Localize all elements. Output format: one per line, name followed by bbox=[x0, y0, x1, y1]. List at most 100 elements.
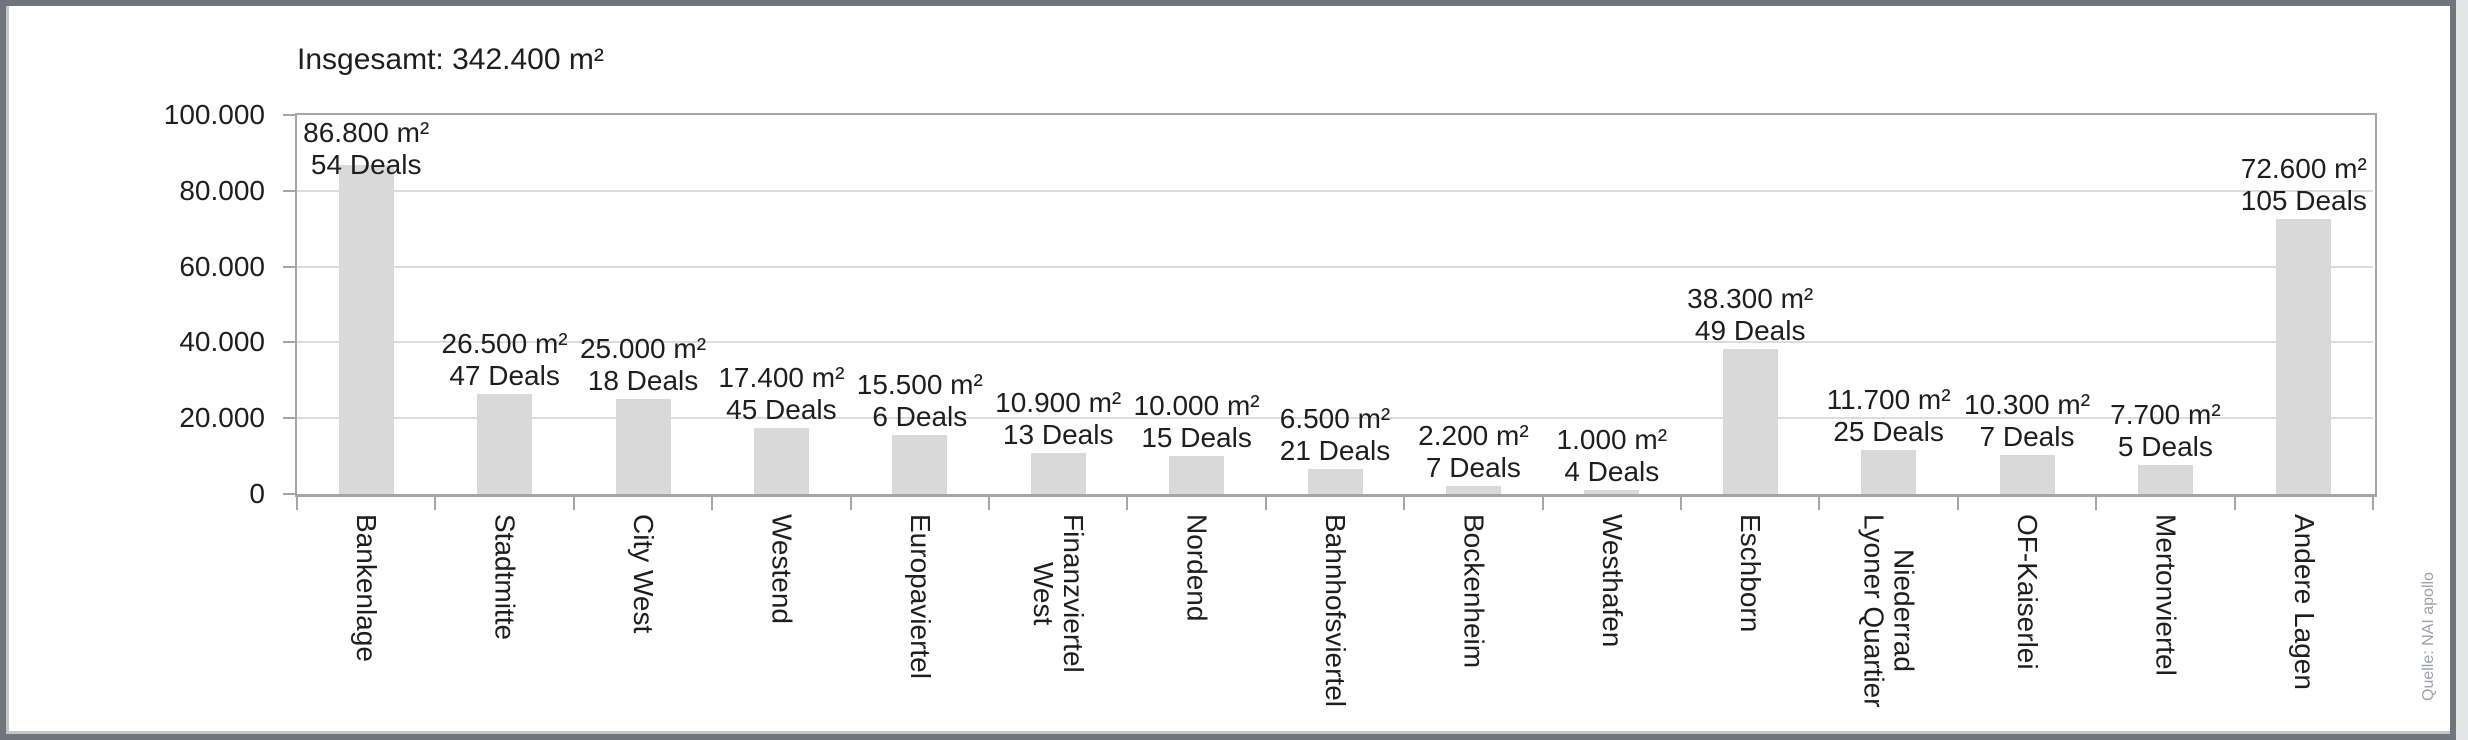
category-label: Stadtmitte bbox=[489, 514, 521, 641]
area-label: 25.000 m² bbox=[579, 333, 707, 365]
bar-value-label: 2.200 m² 7 Deals bbox=[1418, 420, 1529, 484]
category-label: Bankenlage bbox=[351, 514, 383, 662]
category-label: OF-Kaiserlei bbox=[2012, 514, 2043, 670]
bar-value-label: 1.000 m² 4 Deals bbox=[1557, 424, 1668, 488]
gridline bbox=[297, 189, 2373, 192]
y-axis-tick bbox=[283, 417, 297, 420]
x-axis-tick bbox=[1403, 497, 1406, 510]
bar bbox=[339, 165, 394, 494]
deals-label: 45 Deals bbox=[726, 394, 837, 426]
x-axis-tick bbox=[2233, 497, 2236, 510]
x-axis-tick bbox=[988, 497, 990, 510]
y-axis-label: 40.000 bbox=[179, 326, 265, 358]
deals-label: 7 Deals bbox=[1425, 451, 1521, 483]
x-axis-tick bbox=[2372, 497, 2374, 510]
y-axis-label: 80.000 bbox=[179, 174, 265, 206]
area-label: 7.700 m² bbox=[2110, 398, 2221, 430]
deals-label: 4 Deals bbox=[1564, 456, 1660, 488]
plot-area bbox=[297, 115, 2373, 494]
bar-value-label: 25.000 m² 18 Deals bbox=[580, 333, 706, 397]
category-label: Niederrad Lyoner Quartier bbox=[1858, 514, 1920, 708]
x-axis-tick bbox=[849, 497, 852, 510]
area-label: 86.800 m² bbox=[303, 117, 430, 148]
area-label: 26.500 m² bbox=[441, 327, 568, 359]
y-axis-tick bbox=[283, 114, 297, 116]
y-axis-label: 20.000 bbox=[179, 402, 265, 434]
bar-value-label: 38.300 m² 49 Deals bbox=[1687, 283, 1813, 347]
source-note: Quelle: NAI apollo bbox=[2420, 572, 2437, 701]
y-axis-tick bbox=[283, 189, 297, 192]
bar bbox=[477, 394, 532, 494]
x-axis-tick bbox=[1680, 497, 1682, 510]
bar bbox=[1584, 490, 1639, 494]
bar bbox=[2276, 219, 2331, 494]
category-label: Europaviertel bbox=[904, 514, 936, 679]
bar-value-label: 72.600 m² 105 Deals bbox=[2241, 153, 2367, 217]
x-axis-tick bbox=[1264, 497, 1267, 510]
deals-label: 6 Deals bbox=[872, 401, 968, 433]
bar-value-label: 7.700 m² 5 Deals bbox=[2110, 399, 2221, 463]
bar bbox=[1169, 456, 1224, 494]
chart-title: Insgesamt: 342.400 m² bbox=[297, 43, 604, 76]
category-label: Bockenheim bbox=[1458, 514, 1490, 669]
deals-label: 25 Deals bbox=[1833, 415, 1944, 447]
gridline bbox=[297, 341, 2373, 344]
bar bbox=[1446, 486, 1501, 494]
deals-label: 47 Deals bbox=[449, 359, 560, 391]
plot-border bbox=[295, 113, 2377, 497]
bar-value-label: 17.400 m² 45 Deals bbox=[718, 362, 844, 426]
deals-label: 13 Deals bbox=[1002, 418, 1114, 450]
area-label: 10.000 m² bbox=[1133, 390, 1260, 422]
y-axis-tick bbox=[283, 493, 297, 495]
bar bbox=[1308, 469, 1363, 494]
category-label: Mertonviertel bbox=[2150, 514, 2182, 676]
area-label: 15.500 m² bbox=[856, 369, 983, 401]
area-label: 11.700 m² bbox=[1826, 383, 1951, 415]
bar bbox=[754, 428, 809, 494]
category-label: Andere Lagen bbox=[2288, 514, 2320, 690]
area-label: 38.300 m² bbox=[1687, 282, 1814, 314]
category-label: Bahnhofsviertel bbox=[1320, 514, 1351, 708]
category-label: Eschborn bbox=[1735, 514, 1767, 633]
gridline bbox=[297, 417, 2373, 420]
x-axis-tick bbox=[1541, 497, 1544, 510]
bar bbox=[1031, 453, 1086, 494]
x-axis-tick bbox=[1818, 497, 1821, 510]
deals-label: 15 Deals bbox=[1141, 422, 1252, 454]
y-axis-label: 0 bbox=[249, 478, 265, 509]
x-axis-tick bbox=[572, 497, 575, 510]
bar bbox=[1723, 349, 1778, 494]
bar-value-label: 86.800 m² 54 Deals bbox=[303, 117, 429, 181]
bar bbox=[2138, 465, 2193, 494]
area-label: 2.200 m² bbox=[1418, 419, 1529, 451]
category-label: Westhafen bbox=[1596, 514, 1628, 648]
x-axis-tick bbox=[1126, 497, 1129, 510]
x-axis-tick bbox=[1956, 497, 1959, 510]
y-axis-label: 60.000 bbox=[179, 250, 265, 282]
bar-value-label: 6.500 m² 21 Deals bbox=[1280, 403, 1391, 467]
category-label: Westend bbox=[766, 514, 798, 624]
deals-label: 5 Deals bbox=[2117, 430, 2213, 462]
bar bbox=[2000, 455, 2055, 494]
area-label: 6.500 m² bbox=[1279, 403, 1391, 435]
deals-label: 7 Deals bbox=[1979, 420, 2075, 452]
x-axis-tick bbox=[434, 497, 437, 510]
deals-label: 21 Deals bbox=[1279, 435, 1391, 467]
area-label: 10.900 m² bbox=[995, 386, 1122, 418]
area-label: 17.400 m² bbox=[718, 362, 845, 394]
bar bbox=[1861, 450, 1916, 494]
y-axis-tick bbox=[283, 341, 297, 344]
deals-label: 105 Deals bbox=[2240, 184, 2367, 216]
bar-value-label: 10.000 m² 15 Deals bbox=[1134, 390, 1260, 454]
category-label: City West bbox=[628, 514, 659, 634]
bar-value-label: 10.300 m² 7 Deals bbox=[1964, 389, 2090, 453]
x-axis-tick bbox=[296, 497, 298, 510]
y-axis-tick bbox=[283, 265, 297, 268]
area-label: 10.300 m² bbox=[1963, 388, 2091, 420]
y-axis-label: 100.000 bbox=[163, 99, 265, 130]
x-axis-tick bbox=[711, 497, 714, 510]
deals-label: 49 Deals bbox=[1694, 314, 1806, 346]
bar bbox=[892, 435, 947, 494]
